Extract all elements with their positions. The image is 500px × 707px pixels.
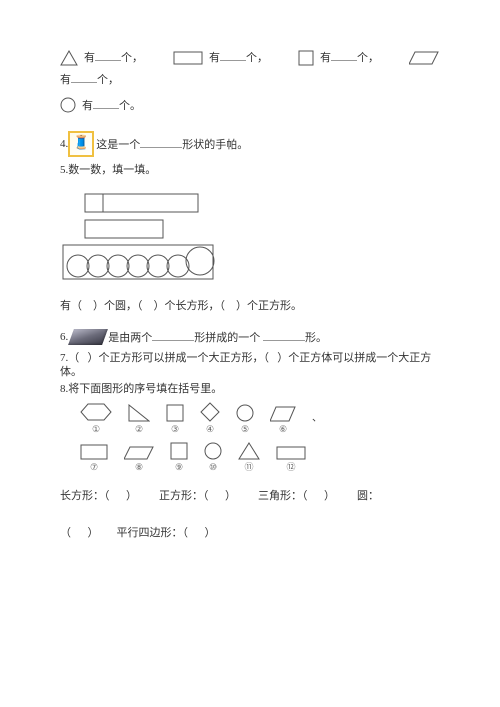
shape-count-row-2: 有个。 — [60, 97, 440, 113]
label: 有个， — [84, 50, 143, 65]
num-11: ⑪ — [244, 462, 253, 474]
question-7: 7.（ ）个正方形可以拼成一个大正方形，（ ）个正方体可以拼成一个大正方体。 — [60, 351, 440, 380]
circle-icon — [60, 97, 76, 113]
q5-illustration — [60, 190, 440, 289]
hexagon-icon — [80, 402, 112, 422]
triangle-icon — [238, 442, 260, 460]
label-rect: 长方形：（ ） — [60, 489, 137, 503]
num-2: ② — [135, 424, 143, 436]
q5-answer-line: 有（ ）个圆，（ ）个长方形，（ ）个正方形。 — [60, 299, 440, 313]
handkerchief-image: 🧵 — [68, 131, 94, 157]
num-5: ⑤ — [241, 424, 249, 436]
q8-num: 8. — [60, 382, 68, 396]
q7-num: 7. — [60, 352, 68, 364]
shape-count-row: 有个， 有个， 有个， 有个， — [60, 50, 440, 87]
question-6: 6. 是由两个形拼成的一个 形。 — [60, 329, 440, 345]
parallelogram-icon — [409, 51, 439, 65]
label: 有个， — [209, 50, 268, 65]
num-10: ⑩ — [209, 462, 217, 474]
triangle-icon — [60, 50, 78, 66]
label: 有个。 — [82, 98, 141, 113]
num-7: ⑦ — [90, 462, 98, 474]
diamond-icon — [200, 402, 220, 422]
square-icon — [166, 404, 184, 422]
trail-mark: 、 — [312, 412, 322, 425]
q5-answer: 有（ ）个圆，（ ）个长方形，（ ）个正方形。 — [60, 299, 302, 313]
label: 有个， — [320, 50, 379, 65]
num-1: ① — [92, 424, 100, 436]
rectangle-icon — [80, 444, 108, 460]
num-8: ⑧ — [135, 462, 143, 474]
q5-text: 数一数，填一填。 — [68, 163, 156, 177]
label-circle: 圆： — [357, 489, 379, 503]
question-8: 8. 将下面图形的序号填在括号里。 — [60, 382, 440, 396]
q8-shapes-row-2: ⑦ ⑧ ⑨ ⑩ ⑪ ⑫ — [80, 442, 440, 474]
right-triangle-icon — [128, 404, 150, 422]
circle-icon — [204, 442, 222, 460]
rectangle-icon — [173, 51, 203, 65]
q8-classify-line-2: （ ） 平行四边形：（ ） — [60, 526, 440, 540]
square-icon — [298, 50, 314, 66]
question-4: 4. 🧵 这是一个形状的手帕。 — [60, 131, 440, 157]
parallelogram-filled-icon — [68, 329, 108, 345]
q8-shapes-row-1: ① ② ③ ④ ⑤ ⑥ 、 — [80, 402, 440, 436]
label: 有个， — [60, 72, 119, 87]
label-parallelogram: 平行四边形：（ ） — [117, 526, 216, 540]
q8-text: 将下面图形的序号填在括号里。 — [68, 382, 222, 396]
q4-num: 4. — [60, 137, 68, 151]
num-9: ⑨ — [175, 462, 183, 474]
q7-text: （ ）个正方形可以拼成一个大正方形，（ ）个正方体可以拼成一个大正方体。 — [60, 352, 431, 378]
label-triangle: 三角形：（ ） — [258, 489, 335, 503]
q8-classify-line-1: 长方形：（ ） 正方形：（ ） 三角形：（ ） 圆： — [60, 489, 440, 503]
num-4: ④ — [206, 424, 214, 436]
label-square: 正方形：（ ） — [159, 489, 236, 503]
q6-text: 是由两个形拼成的一个 形。 — [108, 330, 327, 345]
num-6: ⑥ — [279, 424, 287, 436]
num-3: ③ — [171, 424, 179, 436]
q6-num: 6. — [60, 330, 68, 344]
q4-text: 这是一个形状的手帕。 — [96, 137, 248, 152]
rectangle-icon — [276, 446, 306, 460]
square-icon — [170, 442, 188, 460]
label-circ-paren: （ ） — [60, 526, 99, 540]
q5-num: 5. — [60, 163, 68, 177]
question-5: 5. 数一数，填一填。 — [60, 163, 440, 177]
circle-icon — [236, 404, 254, 422]
num-12: ⑫ — [286, 462, 295, 474]
parallelogram-icon — [270, 406, 296, 422]
parallelogram-icon — [124, 446, 154, 460]
